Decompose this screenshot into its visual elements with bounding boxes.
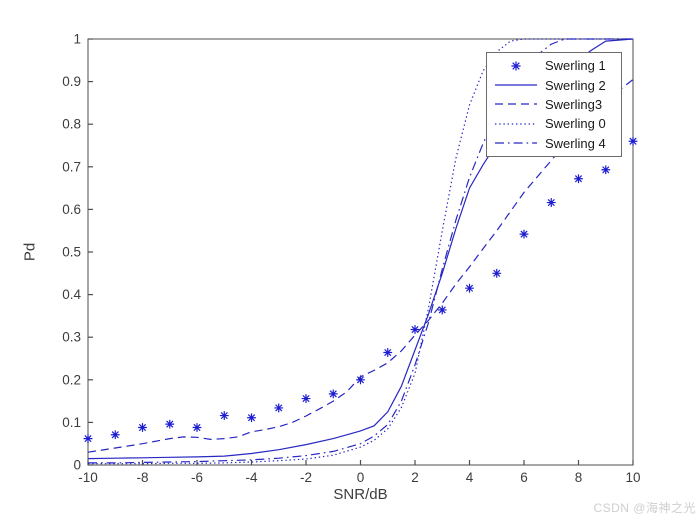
series-swerling-1-marker	[628, 136, 638, 146]
series-swerling-1-marker	[138, 423, 147, 432]
x-tick-label: 10	[625, 470, 640, 485]
y-tick-label: 0.7	[62, 159, 81, 174]
series-swerling-1-marker	[219, 411, 229, 420]
x-tick-label: 2	[411, 470, 419, 485]
legend-box: Swerling 1 Swerling 2 Swerling3 Swerling 0 S…	[486, 52, 622, 157]
series-swerling-1-marker	[274, 403, 284, 413]
x-tick-label: -4	[245, 470, 257, 485]
x-tick-label: 0	[357, 470, 365, 485]
watermark-text: CSDN @海神之光	[593, 501, 696, 515]
y-tick-label: 0.1	[62, 415, 81, 430]
series-swerling-1-marker	[492, 268, 502, 278]
legend-entry-swerling-4: Swerling 4	[493, 134, 621, 153]
legend-sample-dashed	[495, 103, 537, 106]
legend-label-swerling-0: Swerling 0	[545, 116, 606, 132]
series-swerling-1-marker	[83, 434, 93, 443]
x-axis-label: SNR/dB	[333, 486, 388, 503]
x-tick-label: -2	[300, 470, 312, 485]
series-swerling-1-marker	[247, 413, 256, 423]
series-swerling-1-marker	[410, 325, 420, 334]
series-swerling-1-marker	[165, 419, 175, 429]
series-swerling-1-marker	[301, 394, 311, 403]
y-tick-label: 1	[73, 32, 81, 47]
x-tick-label: -6	[191, 470, 203, 485]
legend-entry-swerling-1: Swerling 1	[493, 56, 621, 75]
y-tick-label: 0.6	[62, 202, 81, 217]
y-tick-label: 0.8	[62, 117, 81, 132]
series-swerling-0-line	[88, 38, 633, 465]
legend-label-swerling-2: Swerling 2	[545, 77, 606, 93]
y-axis-label: Pd	[21, 242, 39, 262]
y-tick-label: 0.9	[62, 74, 81, 89]
x-tick-label: 8	[575, 470, 583, 485]
series-swerling-1-marker	[192, 423, 202, 432]
legend-entry-swerling3: Swerling3	[493, 95, 621, 114]
legend-sample-dashdot	[495, 142, 537, 144]
series-swerling3-line	[87, 79, 634, 453]
series-swerling-1-marker	[601, 165, 611, 175]
legend-entry-swerling-2: Swerling 2	[493, 76, 621, 95]
series-swerling-1-marker	[328, 389, 338, 399]
series-swerling-1-marker	[110, 430, 120, 440]
series-swerling-1-marker	[546, 198, 556, 207]
legend-label-swerling3: Swerling3	[545, 96, 603, 112]
series-swerling-1-marker	[437, 305, 447, 315]
series-swerling-4-line	[88, 38, 633, 464]
y-tick-label: 0	[73, 458, 81, 473]
y-tick-label: 0.4	[62, 287, 81, 302]
x-tick-label: 6	[520, 470, 528, 485]
y-tick-label: 0.3	[62, 330, 81, 345]
legend-label-swerling-4: Swerling 4	[545, 135, 606, 151]
legend-sample-dotted	[495, 123, 537, 125]
x-tick-label: 4	[466, 470, 474, 485]
series-swerling-1-marker	[519, 229, 529, 239]
series-swerling-1-marker	[383, 348, 393, 357]
legend-label-swerling-1: Swerling 1	[545, 58, 606, 74]
series-swerling-1-marker	[574, 174, 583, 184]
x-tick-label: -10	[78, 470, 98, 485]
legend-sample-solid	[495, 84, 537, 86]
series-swerling-1-marker	[356, 375, 365, 385]
legend-sample-asterisk-markers	[511, 61, 521, 71]
legend-entry-swerling-0: Swerling 0	[493, 114, 621, 133]
y-tick-label: 0.2	[62, 372, 81, 387]
x-tick-label: -8	[136, 470, 148, 485]
series-swerling-1-marker	[465, 283, 474, 293]
y-tick-label: 0.5	[62, 245, 81, 260]
